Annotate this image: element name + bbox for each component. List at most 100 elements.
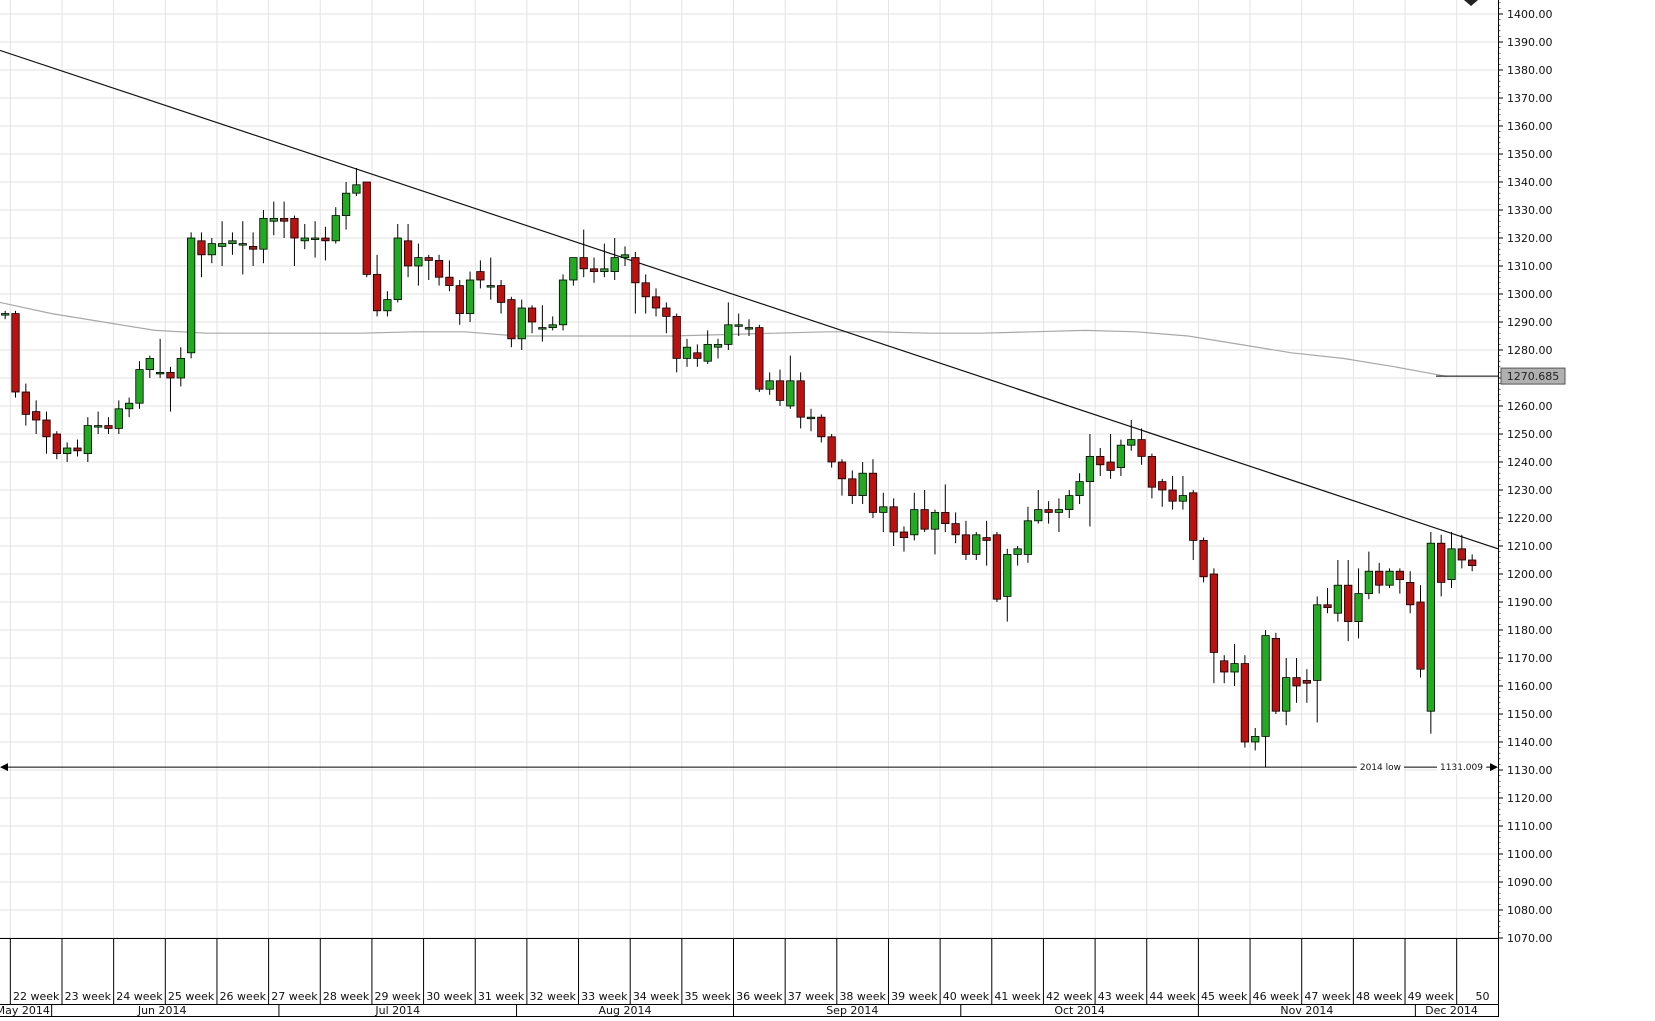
week-label: 24 week [116,990,163,1003]
candle [951,512,960,544]
trendline [0,49,1499,550]
candle [414,243,423,286]
candle [1003,548,1012,622]
candle-body-bull [765,380,774,390]
support-arrow-right-icon [1490,763,1498,772]
week-label: 43 week [1098,990,1145,1003]
candle [145,355,154,378]
candle [786,355,795,409]
candle-body-bull [1447,548,1456,580]
moving-average-line [0,301,1447,377]
scroll-marker-icon[interactable] [1464,0,1478,6]
candle-body-bear [248,245,258,250]
candle-body-bull [310,237,320,240]
candle-body-bear [982,537,991,541]
candle-body-bear [1271,638,1281,712]
candle-body-bear [672,315,681,359]
candle [1344,560,1353,642]
candle-body-bear [889,506,898,533]
candle-body-bear [775,380,785,401]
candle [1282,658,1291,726]
candle [1251,728,1260,751]
candle-body-bear [11,313,20,393]
candle-body-bull [1282,677,1291,712]
candle-body-bear [476,271,485,281]
candle [651,288,661,317]
month-label: Dec 2014 [1425,1004,1478,1017]
week-label: 40 week [943,990,990,1003]
candle-body-bear [992,534,1002,600]
candle-body-bear [837,461,847,480]
candle-body-bull [569,257,578,281]
candle [672,313,681,373]
week-label: 45 week [1201,990,1248,1003]
candle-body-bull [83,425,92,455]
candle [507,296,516,348]
candle-body-bear [290,217,299,239]
candle [1065,490,1074,518]
candle [424,254,433,280]
candle [197,232,206,278]
candle [538,305,547,342]
candle-body-bear [197,240,206,256]
candle [858,462,867,504]
candle-body-bull [1426,542,1435,712]
candle-body-bull [1003,554,1012,597]
candle-body-bear [403,240,413,267]
candle-body-bear [1147,455,1157,488]
candle-body-bull [1054,509,1064,513]
support-value-label: 1131.009 [1440,763,1483,773]
candle-body-bull [734,324,743,327]
candle [744,319,754,336]
candle [879,492,888,532]
candle-body-bull [1333,584,1342,614]
price-tick-label: 1230.00 [1507,484,1553,497]
candle [693,344,702,367]
candle-body-bear [104,425,113,429]
candle-body-bull [352,184,361,194]
candle [1096,448,1105,476]
candle [104,417,113,434]
candle-body-bull [744,327,754,330]
week-label: 32 week [530,990,577,1003]
candle-body-bear [42,419,51,438]
candle [310,221,320,258]
candle [941,484,950,532]
price-tick-label: 1070.00 [1507,932,1553,945]
candle [765,372,774,395]
candle-body-bear [693,352,702,359]
support-label-background [1356,762,1404,775]
candle [1137,428,1146,465]
candle-body-bull [713,343,723,348]
support-line: 2014 low 1131.009 [0,762,1498,775]
price-tick-label: 1190.00 [1507,596,1553,609]
candle-body-bull [187,237,196,354]
candle-body-bull [156,371,165,375]
candle [527,305,537,334]
candle-body-bear [21,391,30,415]
price-tick-label: 1310.00 [1507,260,1553,273]
price-tick-label: 1150.00 [1507,708,1553,721]
candle-body-bear [166,371,175,379]
price-tick-label: 1360.00 [1507,120,1553,133]
candle-body-bear [1220,660,1229,673]
candle-body-bull [135,369,144,404]
candle-body-bull [465,279,475,314]
price-tick-label: 1090.00 [1507,876,1553,889]
candle-body-bear [941,512,950,525]
candle-body-bull [600,268,609,272]
candle [1,310,10,320]
candle [817,414,826,443]
candle [1395,568,1404,594]
candle [910,492,919,541]
candle-body-bull [1034,509,1043,522]
support-arrow-left-icon [0,763,8,772]
week-label: 30 week [426,990,473,1003]
week-label: 38 week [839,990,886,1003]
candle [465,271,475,322]
candle-body-bull [486,285,495,288]
candle-body-bear [434,259,444,278]
candle [1116,439,1126,476]
candle [1147,453,1157,499]
